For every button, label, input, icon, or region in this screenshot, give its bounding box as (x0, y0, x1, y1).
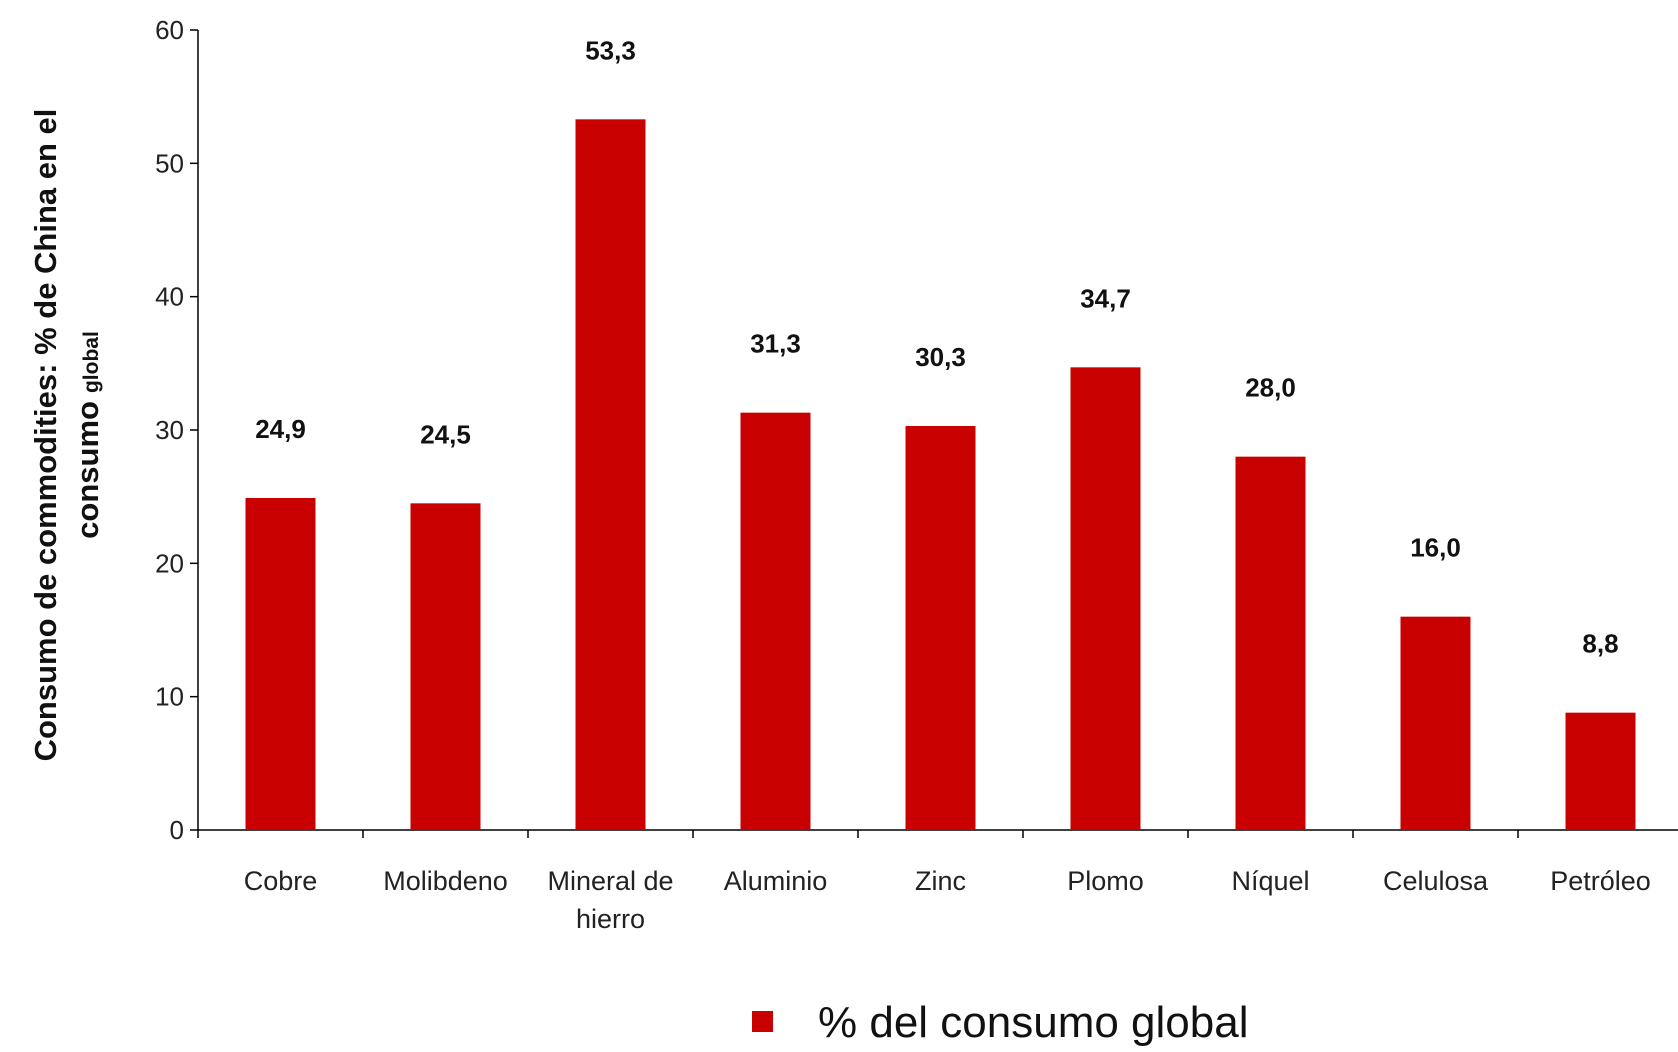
bars (245, 119, 1636, 831)
bar-value-label: 8,8 (1582, 629, 1618, 659)
bar (740, 412, 811, 830)
bar (245, 498, 316, 830)
bar-value-label: 24,5 (420, 419, 471, 449)
x-category-label: Petróleo (1550, 866, 1651, 896)
x-category-label: hierro (576, 904, 645, 934)
y-axis-title-line2: consumo global (70, 331, 105, 539)
y-axis-title-line1: Consumo de commodities: % de China en el (28, 109, 63, 762)
x-category-label: Níquel (1231, 866, 1309, 896)
bar-value-label: 53,3 (585, 35, 636, 65)
bar (1565, 712, 1636, 830)
bar (1400, 616, 1471, 830)
x-category-label: Aluminio (724, 866, 828, 896)
bar-value-label: 28,0 (1245, 373, 1296, 403)
y-tick-label: 0 (170, 815, 184, 845)
y-axis-title: Consumo de commodities: % de China en el… (28, 109, 105, 762)
y-tick-label: 20 (155, 548, 184, 578)
bar (905, 426, 976, 830)
y-axis-title-consumo: consumo (70, 401, 105, 539)
y-tick-label: 10 (155, 682, 184, 712)
legend: % del consumo global (752, 998, 1248, 1047)
y-tick-label: 40 (155, 282, 184, 312)
bar (575, 119, 646, 831)
legend-swatch (752, 1011, 773, 1032)
x-category-label: Celulosa (1383, 866, 1489, 896)
x-ticks (197, 830, 1519, 838)
data-labels: 24,9 24,5 53,3 31,3 30,3 34,7 28,0 16,0 8,8 (255, 35, 1618, 658)
category-labels: Cobre Molibdeno Mineral de hierro Aluminio Zi… (244, 866, 1651, 934)
x-category-label: Cobre (244, 866, 318, 896)
bar-value-label: 16,0 (1410, 533, 1461, 563)
bar-value-label: 31,3 (750, 329, 801, 359)
bar-value-label: 34,7 (1080, 283, 1131, 313)
x-category-label: Plomo (1067, 866, 1144, 896)
y-tick-label: 50 (155, 148, 184, 178)
y-tick-label: 60 (155, 15, 184, 45)
y-ticks: 0 10 20 30 40 50 60 (155, 15, 198, 845)
legend-label: % del consumo global (818, 998, 1248, 1047)
bar-value-label: 30,3 (915, 342, 966, 372)
x-category-label: Molibdeno (383, 866, 508, 896)
x-category-label: Mineral de (547, 866, 673, 896)
y-axis-title-global: global (80, 331, 103, 393)
bar-value-label: 24,9 (255, 414, 306, 444)
y-tick-label: 30 (155, 415, 184, 445)
bar (1070, 367, 1141, 830)
bar (410, 503, 481, 830)
x-category-label: Zinc (915, 866, 966, 896)
bar (1235, 456, 1306, 830)
